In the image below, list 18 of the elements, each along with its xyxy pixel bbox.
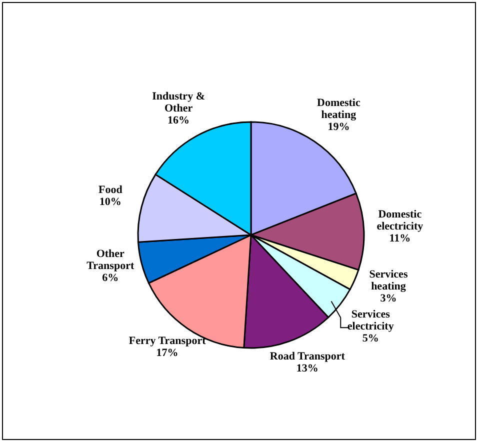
data-label: 5% xyxy=(362,332,379,345)
slice-label: Other Transport xyxy=(86,248,134,272)
data-label: 6% xyxy=(102,272,119,284)
slice-label: Industry & Other xyxy=(152,90,205,114)
data-label: 19% xyxy=(328,121,350,134)
data-label: 11% xyxy=(389,232,411,245)
slice-label: Services heating xyxy=(369,268,408,293)
slice-label: Ferry Transport xyxy=(128,334,206,347)
slice-label: Road Transport xyxy=(270,350,346,363)
slice-label: Food xyxy=(98,184,122,196)
data-label: 17% xyxy=(156,346,178,359)
data-label: 13% xyxy=(296,362,318,375)
slice-label: Domestic electricity xyxy=(376,208,424,233)
slice-label: Services electricity xyxy=(347,308,394,333)
data-label: 3% xyxy=(380,292,397,305)
data-label: 16% xyxy=(168,114,190,126)
slice-label: Domestic heating xyxy=(317,97,360,122)
data-label: 10% xyxy=(99,196,122,208)
